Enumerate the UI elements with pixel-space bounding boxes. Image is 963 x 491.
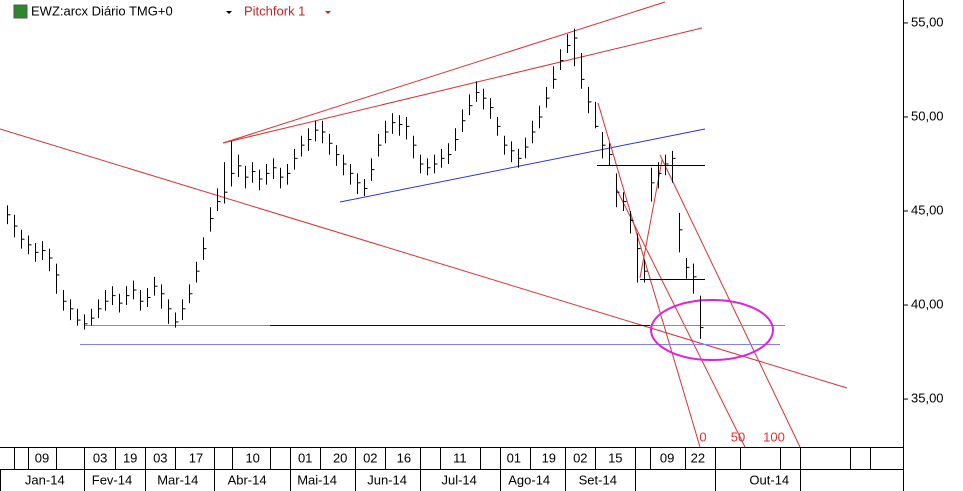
- month-label: Jul-14: [441, 472, 476, 487]
- month-label: Abr-14: [228, 472, 267, 487]
- x-tick-label: 01: [298, 450, 312, 465]
- dropdown-arrow[interactable]: [325, 11, 331, 14]
- trend-line: [222, 27, 703, 144]
- x-tick-label: 01: [507, 450, 521, 465]
- chart-title[interactable]: EWZ:arcx Diário TMG+0: [31, 3, 173, 18]
- x-tick-label: 16: [397, 450, 411, 465]
- month-label: Out-14: [749, 472, 789, 487]
- x-tick-label: 03: [153, 450, 167, 465]
- x-tick-label: 20: [333, 450, 347, 465]
- month-label: Fev-14: [92, 472, 132, 487]
- symbol-icon: [13, 4, 28, 19]
- month-label: Mar-14: [157, 472, 198, 487]
- x-tick-label: 15: [608, 450, 622, 465]
- x-tick-label: 10: [245, 450, 259, 465]
- pitchfork-line: [597, 102, 701, 448]
- pitchfork-label: 50: [731, 429, 745, 444]
- pitchfork-label: 0: [699, 429, 706, 444]
- y-tick-label: 35,00: [911, 390, 944, 405]
- month-label: Set-14: [579, 472, 617, 487]
- dropdown-arrow[interactable]: [226, 11, 232, 14]
- x-tick-label: 11: [453, 450, 467, 465]
- trend-line: [222, 1, 666, 144]
- highlight-ellipse: [650, 299, 774, 361]
- drawings: [0, 1, 848, 448]
- month-label: Jan-14: [25, 472, 65, 487]
- x-tick-label: 09: [660, 450, 674, 465]
- pitchfork-label: 100: [763, 429, 785, 444]
- x-tick-label: 19: [123, 450, 137, 465]
- trend-line: [339, 128, 706, 203]
- month-label: Mai-14: [297, 472, 337, 487]
- month-label: Jun-14: [367, 472, 407, 487]
- pitchfork-line: [616, 189, 746, 448]
- x-tick-label: 02: [573, 450, 587, 465]
- x-tick-label: 02: [363, 450, 377, 465]
- y-tick-label: 40,00: [911, 296, 944, 311]
- x-tick-label: 19: [542, 450, 556, 465]
- x-tick-label: 09: [35, 450, 49, 465]
- y-tick-label: 45,00: [911, 202, 944, 217]
- month-label: Ago-14: [508, 472, 550, 487]
- x-tick-label: 03: [93, 450, 107, 465]
- y-tick-label: 50,00: [911, 108, 944, 123]
- x-tick-label: 22: [691, 450, 705, 465]
- x-tick-label: 17: [189, 450, 203, 465]
- indicator-title[interactable]: Pitchfork 1: [244, 3, 305, 18]
- y-tick-label: 55,00: [911, 14, 944, 29]
